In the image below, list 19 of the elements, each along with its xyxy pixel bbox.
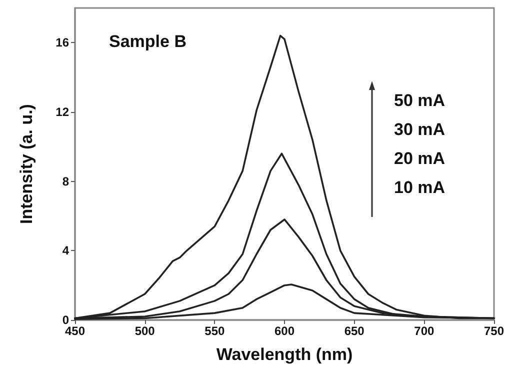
x-tick-label: 750 xyxy=(484,324,504,338)
x-tick-label: 550 xyxy=(204,324,225,338)
y-tick-label: 4 xyxy=(62,244,70,258)
x-tick-label: 500 xyxy=(134,324,156,338)
annotation: Sample B xyxy=(109,32,186,51)
x-tick-label: 450 xyxy=(64,324,86,338)
x-tick-label: 600 xyxy=(274,324,295,338)
y-tick-label: 0 xyxy=(62,313,70,327)
y-axis-title: Intensity (a. u.) xyxy=(17,104,36,224)
y-tick-label: 8 xyxy=(62,174,70,188)
y-tick-label: 16 xyxy=(56,36,70,50)
annotation: 50 mA xyxy=(394,91,446,110)
annotation: 10 mA xyxy=(394,178,446,197)
x-axis-title: Wavelength (nm) xyxy=(216,345,353,364)
x-tick-label: 700 xyxy=(414,324,434,338)
y-tick-label: 12 xyxy=(56,105,70,119)
annotation: 20 mA xyxy=(394,149,446,168)
x-tick-label: 650 xyxy=(344,324,365,338)
annotation: 30 mA xyxy=(394,120,446,139)
